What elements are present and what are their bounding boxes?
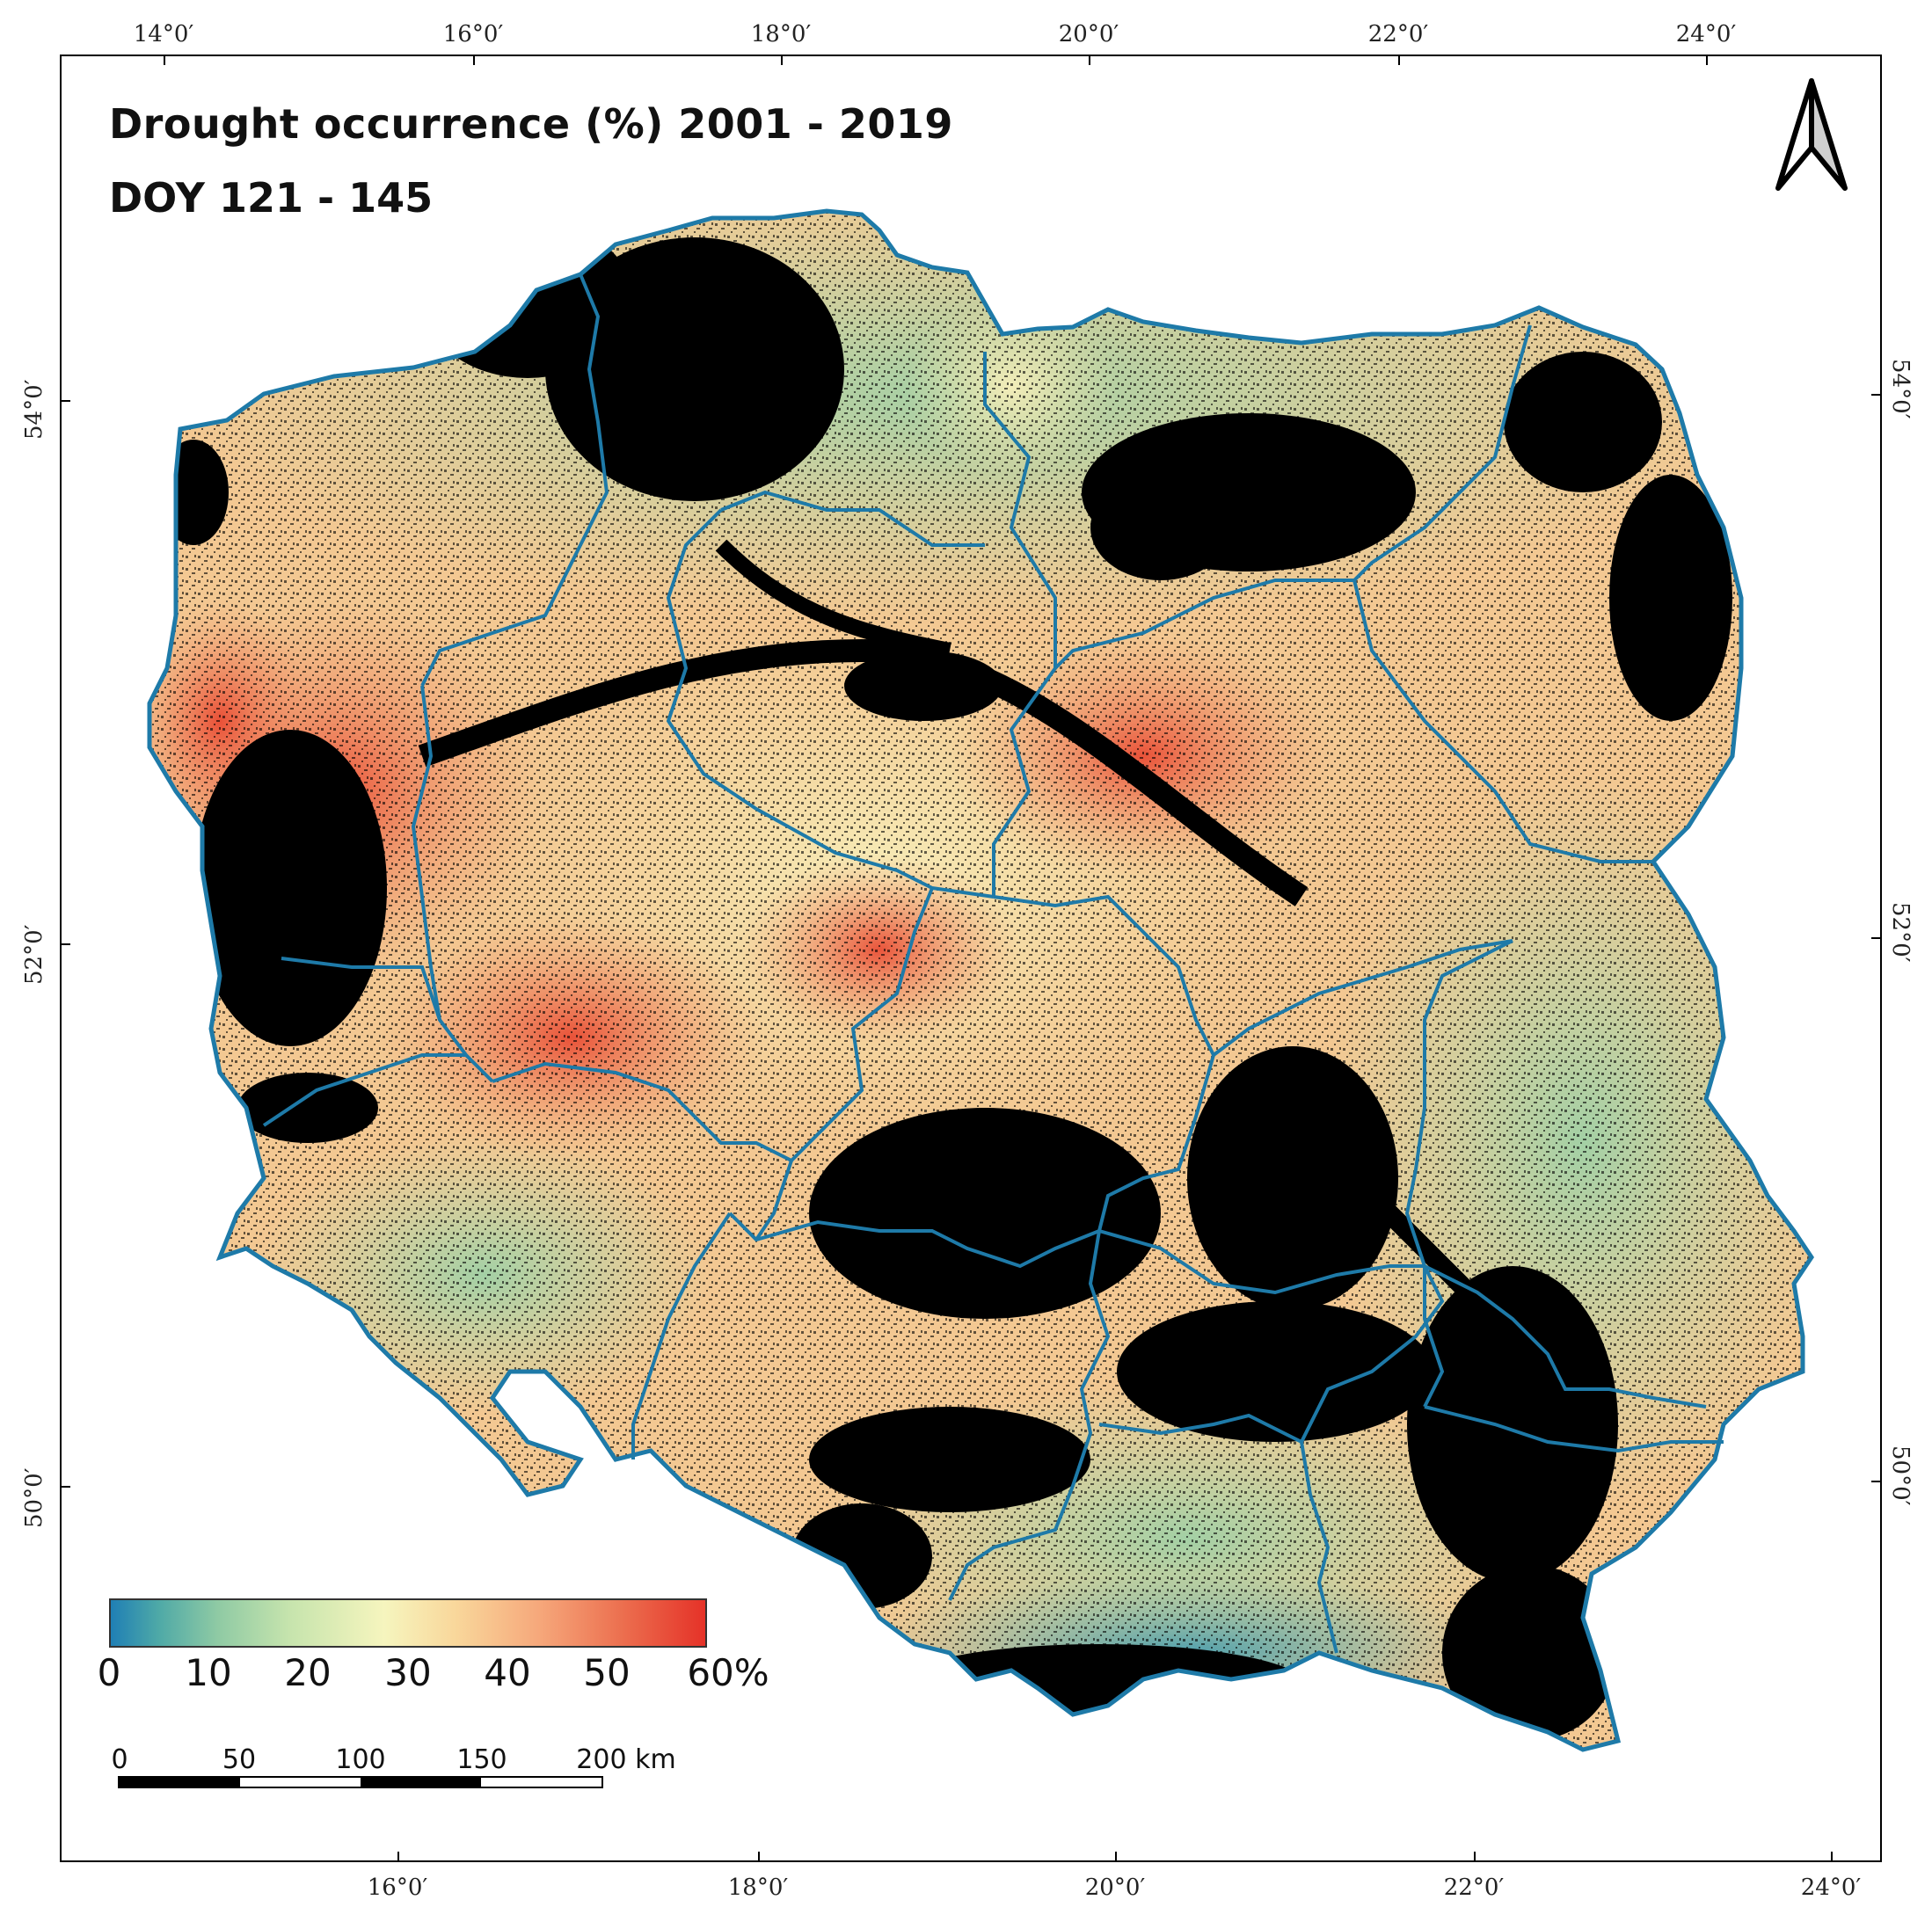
map-title: Drought occurrence (%) 2001 - 2019 <box>109 100 953 148</box>
scale-label: 150 <box>456 1744 507 1775</box>
legend-label: 30 <box>384 1651 432 1694</box>
map-subtitle: DOY 121 - 145 <box>109 174 434 222</box>
legend-label: 0 <box>97 1651 121 1694</box>
scale-label: 100 <box>335 1744 386 1775</box>
graticule-tick <box>1474 1852 1476 1862</box>
legend-label: 20 <box>284 1651 332 1694</box>
graticule-tick <box>1398 55 1400 65</box>
legend-label: 40 <box>484 1651 531 1694</box>
legend-label: 50 <box>583 1651 631 1694</box>
coord-bottom-label: 20°0′ <box>1084 1874 1146 1901</box>
graticule-tick <box>397 1852 399 1862</box>
graticule-tick <box>164 55 165 65</box>
color-legend-bar <box>109 1598 707 1648</box>
legend-label: 10 <box>185 1651 232 1694</box>
coord-bottom-label: 16°0′ <box>367 1874 428 1901</box>
graticule-tick <box>60 1486 70 1488</box>
coord-top-label: 22°0′ <box>1367 21 1429 47</box>
graticule-tick <box>1831 1852 1833 1862</box>
graticule-tick <box>1871 937 1882 939</box>
graticule-tick <box>1871 394 1882 396</box>
graticule-tick <box>1706 55 1708 65</box>
scale-bar <box>118 1776 603 1788</box>
graticule-tick <box>473 55 475 65</box>
coord-top-label: 16°0′ <box>442 21 504 47</box>
coord-bottom-label: 24°0′ <box>1800 1874 1862 1901</box>
graticule-tick <box>60 400 70 402</box>
north-arrow-icon <box>1775 78 1848 191</box>
graticule-tick <box>1115 1852 1117 1862</box>
coord-top-label: 20°0′ <box>1058 21 1119 47</box>
province-borders <box>262 273 1724 1654</box>
graticule-tick <box>758 1852 760 1862</box>
coord-bottom-label: 22°0′ <box>1443 1874 1505 1901</box>
scale-label: 50 <box>222 1744 257 1775</box>
graticule-tick <box>60 943 70 945</box>
scale-label: 0 <box>111 1744 128 1775</box>
coord-top-label: 14°0′ <box>133 21 194 47</box>
coord-top-label: 18°0′ <box>750 21 812 47</box>
legend-label: 60% <box>687 1651 769 1694</box>
graticule-tick <box>1089 55 1090 65</box>
graticule-tick <box>1871 1481 1882 1482</box>
scale-label: 200 km <box>576 1744 676 1775</box>
coord-bottom-label: 18°0′ <box>727 1874 789 1901</box>
coord-top-label: 24°0′ <box>1675 21 1737 47</box>
graticule-tick <box>781 55 783 65</box>
